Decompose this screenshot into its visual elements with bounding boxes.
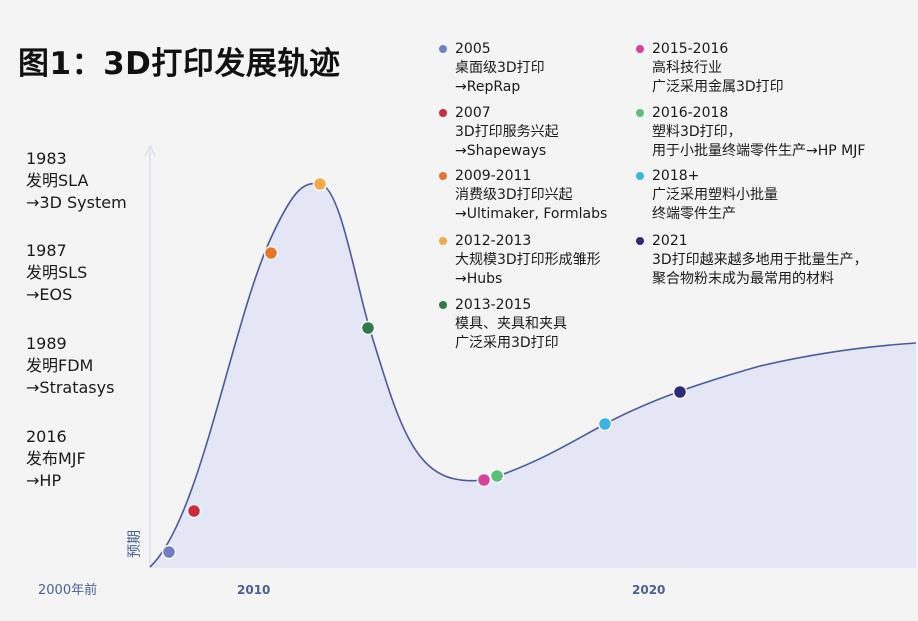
curve-point-2021 xyxy=(672,384,688,400)
curve-point-2018plus xyxy=(597,416,613,432)
x-tick-label-pre2000: 2000年前 xyxy=(38,582,97,598)
note-year: 1983 xyxy=(26,149,67,168)
note-year: 1987 xyxy=(26,241,67,260)
legend-text: 终端零件生产 xyxy=(652,206,736,222)
legend-item-2012-2013: 2012-2013 大规模3D打印形成雏形 →Hubs xyxy=(439,232,601,289)
legend-period: 2018+ xyxy=(652,168,700,184)
legend-text: 消费级3D打印兴起 xyxy=(455,187,573,203)
legend-dot xyxy=(439,45,447,53)
legend-text: →RepRap xyxy=(455,79,521,95)
curve-point-2005 xyxy=(161,544,177,560)
note-event: 发明SLA xyxy=(26,171,89,190)
note-event: 发明SLS xyxy=(26,263,88,282)
curve-point-2013-2015 xyxy=(360,320,376,336)
legend-item-2015-2016: 2015-2016 高科技行业 广泛采用金属3D打印 xyxy=(636,40,784,97)
legend-item-2009-2011: 2009-2011 消费级3D打印兴起 →Ultimaker, Formlabs xyxy=(439,167,608,224)
note-company: →3D System xyxy=(26,193,127,212)
legend-text: 聚合物粉末成为最常用的材料 xyxy=(652,271,834,287)
legend-text: 桌面级3D打印 xyxy=(455,60,545,76)
legend-period: 2015-2016 xyxy=(652,41,729,57)
legend-item-2005: 2005 桌面级3D打印 →RepRap xyxy=(439,40,545,97)
legend-dot xyxy=(439,109,447,117)
left-note-1983: 1983 发明SLA →3D System xyxy=(26,148,127,214)
legend-period: 2021 xyxy=(652,233,688,249)
note-year: 1989 xyxy=(26,334,67,353)
curve-point-2009-2011 xyxy=(263,245,279,261)
note-company: →EOS xyxy=(26,285,73,304)
legend-text: 模具、夹具和夹具 xyxy=(455,316,567,332)
curve-point-2007 xyxy=(186,503,202,519)
note-company: →HP xyxy=(26,471,62,490)
legend-item-2021: 2021 3D打印越来越多地用于批量生产， 聚合物粉末成为最常用的材料 xyxy=(636,232,868,289)
legend-text: →Shapeways xyxy=(455,143,547,159)
y-axis-label: 预期 xyxy=(127,530,143,558)
legend-period: 2016-2018 xyxy=(652,105,729,121)
note-event: 发布MJF xyxy=(26,449,86,468)
left-note-1989: 1989 发明FDM →Stratasys xyxy=(26,333,114,399)
left-note-1987: 1987 发明SLS →EOS xyxy=(26,240,87,306)
legend-period: 2013-2015 xyxy=(455,297,532,313)
legend-period: 2005 xyxy=(455,41,491,57)
curve-point-2015-2016 xyxy=(476,472,492,488)
curve-points xyxy=(161,176,688,560)
legend-dot xyxy=(439,172,447,180)
legend-item-2018plus: 2018+ 广泛采用塑料小批量 终端零件生产 xyxy=(636,167,778,224)
legend-text: →Ultimaker, Formlabs xyxy=(455,206,608,222)
hype-curve-line xyxy=(149,182,917,568)
legend-period: 2009-2011 xyxy=(455,168,532,184)
hype-curve-area xyxy=(150,183,916,568)
left-note-2016: 2016 发布MJF →HP xyxy=(26,426,86,492)
curve-point-2016-2018 xyxy=(489,468,505,484)
note-event: 发明FDM xyxy=(26,356,94,375)
legend-dot xyxy=(636,109,644,117)
legend-text: →Hubs xyxy=(455,271,503,287)
curve-point-2012-2013 xyxy=(312,176,328,192)
legend-period: 2007 xyxy=(455,105,491,121)
x-tick-label-2020: 2020 xyxy=(632,583,665,597)
legend-item-2013-2015: 2013-2015 模具、夹具和夹具 广泛采用3D打印 xyxy=(439,296,567,353)
legend-period: 2012-2013 xyxy=(455,233,532,249)
legend-dot xyxy=(636,45,644,53)
legend-text: 用于小批量终端零件生产→HP MJF xyxy=(652,143,866,159)
legend-text: 3D打印越来越多地用于批量生产， xyxy=(652,252,868,268)
note-company: →Stratasys xyxy=(26,378,115,397)
legend-text: 广泛采用塑料小批量 xyxy=(652,187,778,203)
legend-text: 高科技行业 xyxy=(652,60,722,76)
page-title: 图1：3D打印发展轨迹 xyxy=(18,46,341,82)
legend-dot xyxy=(439,237,447,245)
legend-text: 塑料3D打印， xyxy=(652,124,742,140)
y-axis-arrow xyxy=(144,144,156,157)
legend-item-2016-2018: 2016-2018 塑料3D打印， 用于小批量终端零件生产→HP MJF xyxy=(636,104,866,161)
x-tick-label-2010: 2010 xyxy=(237,583,270,597)
legend-text: 大规模3D打印形成雏形 xyxy=(455,252,601,268)
legend-dot xyxy=(636,172,644,180)
note-year: 2016 xyxy=(26,427,67,446)
legend-text: 广泛采用金属3D打印 xyxy=(652,79,784,95)
legend-dot xyxy=(636,237,644,245)
legend-dot xyxy=(439,301,447,309)
legend-text: 广泛采用3D打印 xyxy=(455,335,559,351)
legend-item-2007: 2007 3D打印服务兴起 →Shapeways xyxy=(439,104,559,161)
legend-text: 3D打印服务兴起 xyxy=(455,124,559,140)
